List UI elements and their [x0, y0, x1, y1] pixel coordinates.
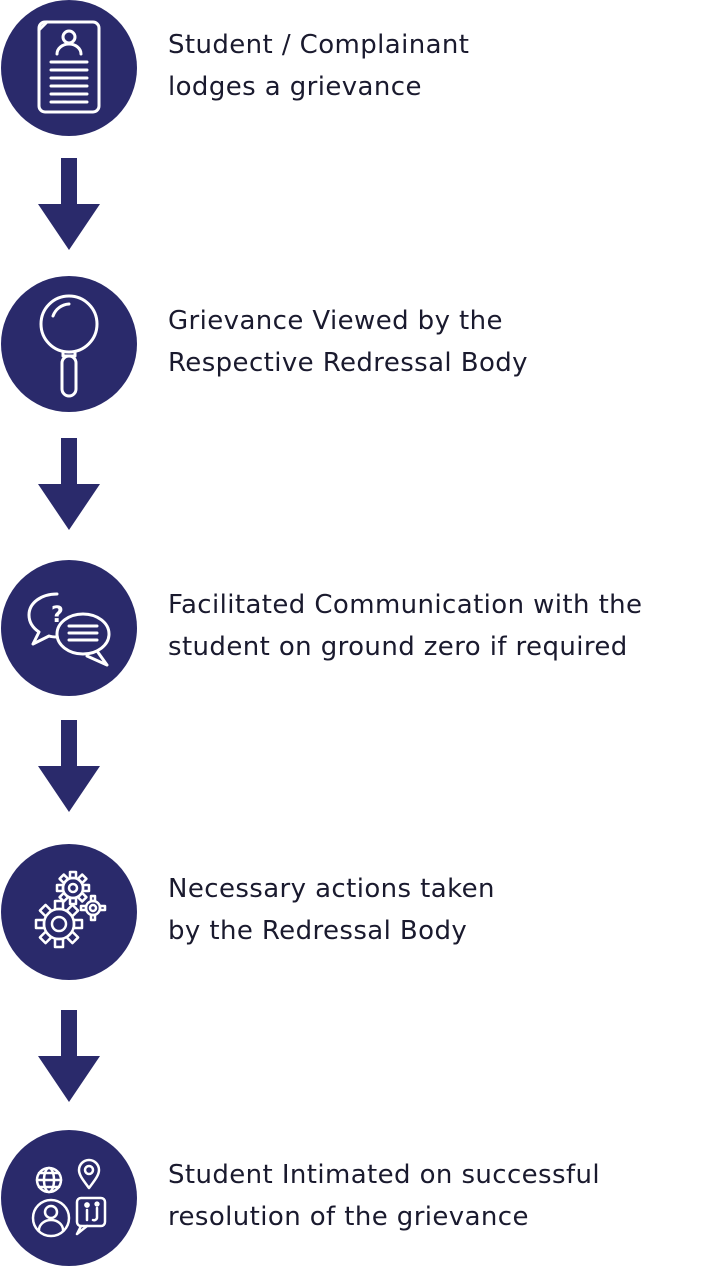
arrow-4: [38, 1010, 100, 1102]
globe-icon: [35, 1166, 63, 1194]
gears-icon: [34, 870, 107, 949]
step-3-line-2: student on ground zero if required: [168, 632, 628, 662]
step-5-line-1: Student Intimated on successful: [168, 1160, 601, 1190]
step-3-circle: ?: [1, 560, 137, 696]
magnifier-icon: [39, 294, 99, 398]
step-2: Grievance Viewed by the Respective Redre…: [0, 276, 722, 416]
document-user-icon: [37, 20, 101, 114]
step-4-line-2: by the Redressal Body: [168, 916, 468, 946]
down-arrow-icon: [38, 1010, 100, 1102]
down-arrow-icon: [38, 720, 100, 812]
step-5: Student Intimated on successful resoluti…: [0, 1130, 722, 1270]
user-circle-icon: [31, 1198, 71, 1238]
step-1-circle: [1, 0, 137, 136]
step-1: Student / Complainant lodges a grievance: [0, 0, 722, 140]
down-arrow-icon: [38, 158, 100, 250]
step-2-line-1: Grievance Viewed by the: [168, 306, 503, 336]
info-bubble-icon: [75, 1196, 107, 1236]
location-pin-icon: [77, 1158, 101, 1190]
step-1-line-1: Student / Complainant: [168, 30, 470, 60]
arrow-1: [38, 158, 100, 250]
step-5-label: Student Intimated on successful resoluti…: [168, 1154, 718, 1238]
chat-bubbles-icon: ?: [27, 592, 111, 667]
step-2-label: Grievance Viewed by the Respective Redre…: [168, 300, 718, 384]
step-5-line-2: resolution of the grievance: [168, 1202, 529, 1232]
step-5-circle: [1, 1130, 137, 1266]
arrow-3: [38, 720, 100, 812]
arrow-2: [38, 438, 100, 530]
step-4-circle: [1, 844, 137, 980]
step-1-label: Student / Complainant lodges a grievance: [168, 24, 718, 108]
step-1-line-2: lodges a grievance: [168, 72, 422, 102]
step-4-label: Necessary actions taken by the Redressal…: [168, 868, 718, 952]
down-arrow-icon: [38, 438, 100, 530]
step-4: Necessary actions taken by the Redressal…: [0, 844, 722, 984]
step-3-line-1: Facilitated Communication with the: [168, 590, 643, 620]
step-4-line-1: Necessary actions taken: [168, 874, 495, 904]
step-2-circle: [1, 276, 137, 412]
user-globe-location-info-icon: [31, 1158, 107, 1238]
step-3-label: Facilitated Communication with the stude…: [168, 584, 718, 668]
step-2-line-2: Respective Redressal Body: [168, 348, 528, 378]
step-3: ? Facilitated Communication with the stu…: [0, 560, 722, 700]
